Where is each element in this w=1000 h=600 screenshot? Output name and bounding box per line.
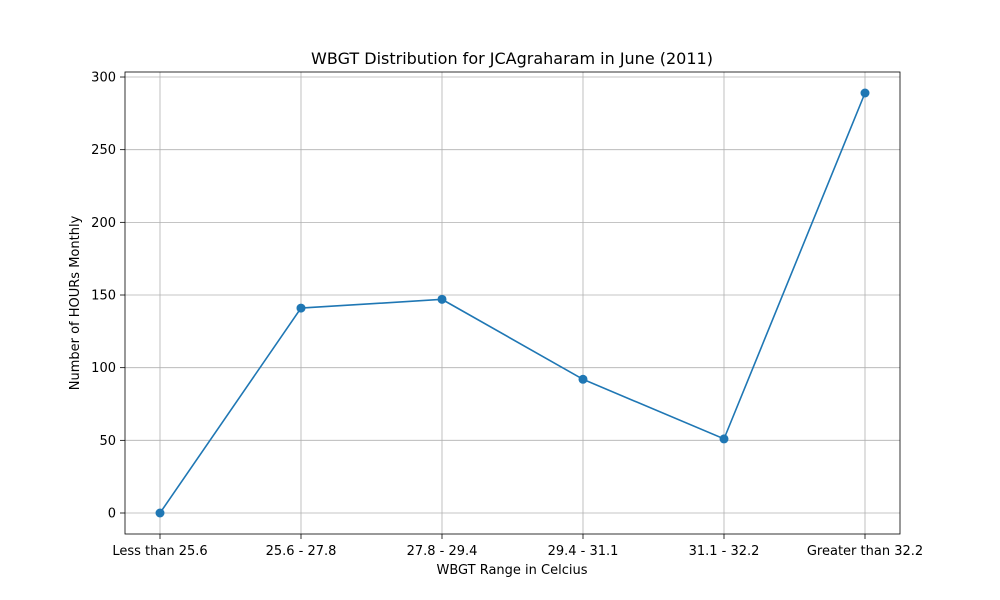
data-point bbox=[296, 303, 306, 313]
y-tick-label: 200 bbox=[91, 216, 116, 231]
series-line bbox=[159, 92, 866, 514]
data-point bbox=[860, 88, 870, 98]
x-tick-label: 29.4 - 31.1 bbox=[548, 544, 619, 559]
y-tick-label: 150 bbox=[91, 289, 116, 304]
x-tick-label: Less than 25.6 bbox=[112, 544, 207, 559]
y-tick-label: 100 bbox=[91, 361, 116, 376]
x-tick-label: 25.6 - 27.8 bbox=[266, 544, 337, 559]
data-point bbox=[719, 434, 729, 444]
y-tick-label: 250 bbox=[91, 143, 116, 158]
x-tick-label: Greater than 32.2 bbox=[807, 544, 923, 559]
y-axis-label: Number of HOURs Monthly bbox=[68, 215, 83, 390]
series-layer bbox=[155, 88, 870, 518]
grid-layer bbox=[125, 72, 900, 534]
axes-layer: Less than 25.6 25.6 - 27.8 27.8 - 29.4 29.4… bbox=[91, 71, 923, 559]
plot-frame bbox=[124, 71, 901, 535]
x-tick-label: 27.8 - 29.4 bbox=[407, 544, 478, 559]
chart-title: WBGT Distribution for JCAgraharam in Jun… bbox=[311, 49, 713, 68]
data-point bbox=[578, 374, 588, 384]
y-tick-label: 300 bbox=[91, 71, 116, 86]
data-point bbox=[437, 294, 447, 304]
data-point bbox=[155, 508, 165, 518]
x-tick-label: 31.1 - 32.2 bbox=[689, 544, 760, 559]
y-tick-label: 50 bbox=[99, 434, 116, 449]
x-axis-label: WBGT Range in Celcius bbox=[436, 563, 587, 578]
y-tick-label: 0 bbox=[108, 507, 116, 522]
